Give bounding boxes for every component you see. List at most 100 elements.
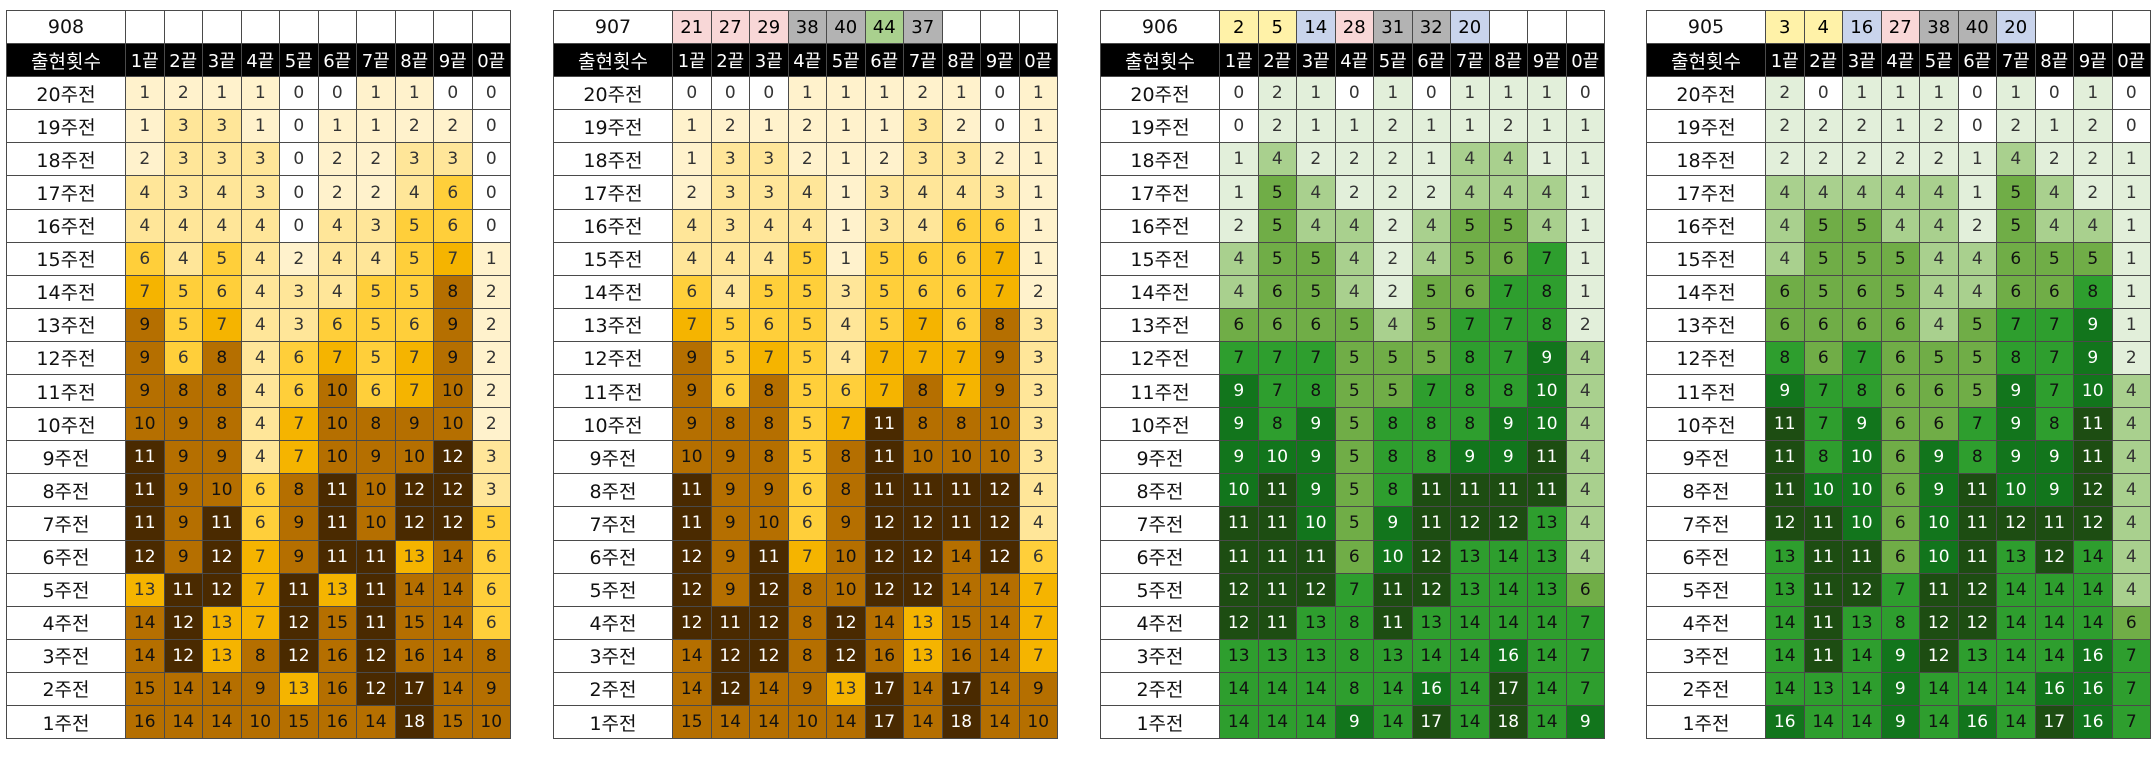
count-cell: 14 [433, 572, 473, 607]
week-row: 20주전 0 2 1 0 1 0 1 1 1 0 [1100, 76, 1605, 111]
count-cell: 1 [1334, 109, 1374, 144]
empty-cell [980, 9, 1020, 45]
week-row: 5주전 13 11 12 7 11 13 11 14 14 6 [6, 572, 511, 607]
week-row: 5주전 12 9 12 8 10 12 12 14 14 7 [553, 572, 1058, 607]
count-cell: 9 [394, 407, 434, 442]
count-cell: 10 [980, 407, 1020, 442]
count-cell: 5 [1957, 340, 1997, 376]
week-row: 9주전 11 9 9 4 7 10 9 10 12 3 [6, 440, 511, 475]
count-cell: 7 [1334, 572, 1374, 607]
count-cell: 6 [202, 274, 242, 309]
winning-number: 32 [1411, 9, 1451, 45]
count-cell: 4 [1411, 208, 1451, 243]
count-cell: 8 [433, 274, 473, 309]
count-cell: 4 [1334, 208, 1374, 243]
count-cell: 5 [2034, 241, 2074, 276]
header-row: 출현횟수 1끝 2끝 3끝 4끝 5끝 6끝 7끝 8끝 9끝 0끝 [6, 43, 511, 78]
count-cell: 13 [1450, 539, 1490, 574]
week-label: 10주전 [6, 407, 126, 442]
count-cell: 12 [864, 506, 904, 541]
week-row: 13주전 9 5 7 4 3 6 5 6 9 2 [6, 307, 511, 342]
count-cell: 10 [1996, 473, 2036, 508]
count-cell: 4 [2111, 374, 2151, 409]
winning-number: 40 [826, 9, 866, 45]
count-cell: 16 [125, 704, 165, 740]
count-cell: 4 [1488, 142, 1528, 177]
week-row: 17주전 2 3 3 4 1 3 4 4 3 1 [553, 175, 1058, 210]
count-cell: 14 [1996, 605, 2036, 640]
count-cell: 5 [1411, 307, 1451, 342]
count-cell: 10 [1803, 473, 1843, 508]
count-cell: 9 [1527, 340, 1567, 376]
count-cell: 14 [903, 704, 943, 740]
count-cell: 14 [2073, 572, 2113, 607]
frequency-grid: 907 21 27 29 38 40 44 37 출현횟수 1끝 2끝 3끝 4끝 5끝 6끝 7끝 8끝 9끝 0… [553, 9, 1058, 740]
count-cell: 10 [941, 440, 981, 475]
count-cell: 1 [1219, 175, 1259, 210]
count-cell: 0 [279, 109, 319, 144]
count-cell: 0 [279, 208, 319, 243]
count-cell: 4 [1219, 241, 1259, 276]
count-cell: 12 [433, 473, 473, 508]
count-cell: 0 [1219, 76, 1259, 111]
week-label: 11주전 [6, 374, 126, 409]
count-cell: 6 [1880, 340, 1920, 376]
week-label: 14주전 [553, 274, 673, 309]
count-cell: 18 [1488, 704, 1528, 740]
count-cell: 8 [787, 572, 827, 607]
empty-cell [471, 9, 511, 45]
count-cell: 5 [1296, 274, 1336, 309]
count-cell: 7 [941, 340, 981, 376]
count-cell: 4 [2111, 473, 2151, 508]
week-row: 3주전 14 11 14 9 12 13 14 14 16 7 [1646, 638, 2151, 673]
count-cell: 13 [202, 638, 242, 673]
column-header: 1끝 [125, 43, 165, 78]
winning-number: 37 [903, 9, 943, 45]
count-cell: 14 [1296, 671, 1336, 706]
count-cell: 1 [1565, 274, 1605, 309]
week-label: 10주전 [1100, 407, 1220, 442]
count-cell: 17 [2034, 704, 2074, 740]
count-cell: 5 [356, 340, 396, 376]
week-row: 4주전 12 11 12 8 12 14 13 15 14 7 [553, 605, 1058, 640]
count-cell: 6 [1565, 572, 1605, 607]
count-cell: 14 [1488, 539, 1528, 574]
count-cell: 5 [1488, 208, 1528, 243]
count-cell: 16 [1957, 704, 1997, 740]
count-cell: 10 [471, 704, 511, 740]
count-cell: 18 [394, 704, 434, 740]
count-cell: 12 [672, 572, 712, 607]
count-cell: 1 [1018, 142, 1058, 177]
count-cell: 14 [1450, 671, 1490, 706]
count-cell: 1 [826, 175, 866, 210]
count-cell: 14 [1488, 572, 1528, 607]
week-row: 14주전 6 4 5 5 3 5 6 6 7 2 [553, 274, 1058, 309]
week-label: 7주전 [553, 506, 673, 541]
count-cell: 7 [903, 340, 943, 376]
column-header: 1끝 [1765, 43, 1805, 78]
count-cell: 14 [864, 605, 904, 640]
count-cell: 1 [1373, 76, 1413, 111]
count-cell: 5 [394, 241, 434, 276]
count-cell: 9 [1450, 440, 1490, 475]
count-cell: 5 [394, 208, 434, 243]
count-cell: 13 [1450, 572, 1490, 607]
count-cell: 14 [1919, 671, 1959, 706]
count-cell: 9 [202, 440, 242, 475]
count-cell: 2 [1334, 142, 1374, 177]
count-cell: 13 [1957, 638, 1997, 673]
count-cell: 15 [433, 704, 473, 740]
column-header: 6끝 [317, 43, 357, 78]
count-cell: 5 [1334, 473, 1374, 508]
count-cell: 12 [1919, 605, 1959, 640]
count-cell: 2 [2073, 175, 2113, 210]
count-cell: 4 [202, 208, 242, 243]
empty-cell [394, 9, 434, 45]
count-cell: 13 [1373, 638, 1413, 673]
count-cell: 9 [1996, 374, 2036, 409]
count-cell: 14 [1373, 671, 1413, 706]
count-cell: 8 [279, 473, 319, 508]
header-row: 출현횟수 1끝 2끝 3끝 4끝 5끝 6끝 7끝 8끝 9끝 0끝 [553, 43, 1058, 78]
column-header: 7끝 [1450, 43, 1490, 78]
count-cell: 15 [317, 605, 357, 640]
